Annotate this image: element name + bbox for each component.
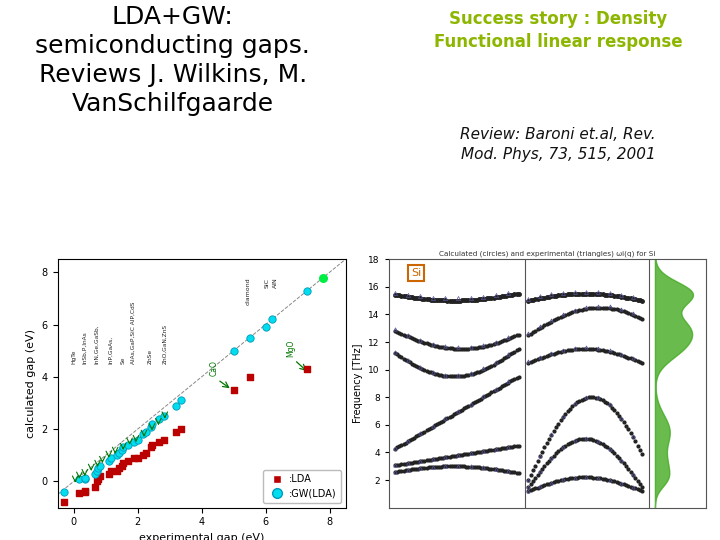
Point [302,364,313,373]
Y-axis label: calculated gap (eV): calculated gap (eV) [26,329,36,438]
Point [104,469,115,478]
Point [92,464,104,472]
Point [122,441,134,449]
Point [158,412,170,421]
Point [117,462,128,470]
Point [91,477,103,486]
Text: ZnSe: ZnSe [148,349,153,364]
Text: InP,GaAs,: InP,GaAs, [108,336,113,364]
Point [79,473,91,482]
Point [244,333,256,342]
Point [228,346,239,355]
Point [153,414,165,423]
Point [145,443,157,452]
Point [117,446,128,454]
Legend: :LDA, :GW(LDA): :LDA, :GW(LDA) [263,470,341,503]
Point [244,373,256,381]
Point [111,451,122,460]
Point [137,451,148,460]
Point [113,448,125,457]
Text: Success story : Density
Functional linear response: Success story : Density Functional linea… [433,10,683,51]
Point [117,443,129,452]
Point [92,475,104,483]
X-axis label: experimental gap (eV): experimental gap (eV) [139,533,264,540]
Text: SiC: SiC [265,278,270,287]
Point [79,488,91,496]
Point [73,489,85,497]
Point [89,469,101,478]
Text: InN,Ge,GaSb,: InN,Ge,GaSb, [94,324,99,364]
Point [228,386,239,394]
Point [91,467,103,475]
Point [122,456,134,465]
Text: AlN: AlN [273,278,278,288]
Point [117,459,129,468]
Text: AlAs,GaP,SiC AlP,CdS: AlAs,GaP,SiC AlP,CdS [130,301,135,364]
Text: LDA+GW:
semiconducting gaps.
Reviews J. Wilkins, M.
VanSchilfgaarde: LDA+GW: semiconducting gaps. Reviews J. … [35,5,310,116]
Point [266,315,278,323]
Point [58,488,70,496]
Point [140,448,152,457]
Point [79,487,91,495]
Point [58,498,70,507]
Text: MgO: MgO [287,339,296,356]
Point [175,396,186,404]
Text: Si: Si [411,268,421,278]
Point [111,467,122,475]
Point [105,467,117,475]
Point [113,464,125,472]
Point [137,430,148,438]
Point [302,286,313,295]
Point [175,425,186,434]
Point [104,456,115,465]
Title: Calculated (circles) and experimental (triangles) ωi(q) for Si: Calculated (circles) and experimental (t… [439,250,655,256]
Text: HgTe: HgTe [72,349,77,364]
Point [260,323,271,332]
Text: ZnO,GaN,ZnS: ZnO,GaN,ZnS [162,323,167,364]
Text: Review: Baroni et.al, Rev.
Mod. Phys, 73, 515, 2001: Review: Baroni et.al, Rev. Mod. Phys, 73… [460,127,656,162]
Point [146,420,158,428]
Point [132,435,143,444]
Point [129,438,140,447]
Point [170,401,181,410]
Point [318,273,329,282]
Text: CaO: CaO [210,360,219,376]
Point [95,472,107,481]
Point [79,475,91,483]
Point [145,422,157,431]
Text: Se: Se [121,356,126,364]
Point [132,454,143,462]
Point [158,435,170,444]
Point [146,441,158,449]
Text: diamond: diamond [246,278,251,305]
Y-axis label: Frequency [THz]: Frequency [THz] [353,343,363,423]
Point [153,438,165,447]
Point [129,454,140,462]
Text: InSb,P,InAs: InSb,P,InAs [82,331,87,364]
Point [140,428,152,436]
Point [95,462,107,470]
Point [105,454,117,462]
Point [89,482,101,491]
Point [73,475,85,483]
Point [170,428,181,436]
